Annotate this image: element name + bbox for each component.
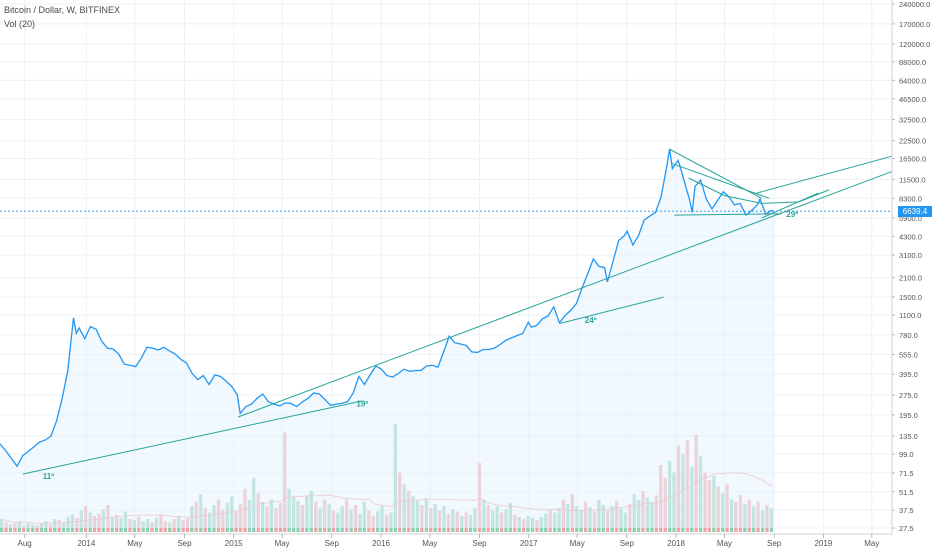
y-tick-label: 46500.0 — [899, 95, 926, 104]
price-axis[interactable]: 240000.0 170000.0 120000.0 88000.0 64000.0 46… — [892, 0, 930, 533]
trendline — [237, 171, 893, 418]
trendlines — [22, 148, 893, 475]
y-tick-label: 99.0 — [899, 450, 914, 459]
x-tick-label: Sep — [177, 539, 192, 548]
y-tick-label: 120000.0 — [899, 40, 930, 49]
time-axis[interactable]: Aug 2014 May Sep 2015 May Sep 2016 May Sep 2017 May… — [18, 534, 880, 548]
y-tick-label: 88000.0 — [899, 58, 926, 67]
price-area-fill — [0, 149, 775, 528]
volume-bar — [35, 525, 39, 532]
x-tick-label: 2015 — [225, 539, 243, 548]
x-tick-label: Aug — [18, 539, 32, 548]
y-tick-label: 2100.0 — [899, 274, 922, 283]
last-price-tag: 6639.4 — [898, 205, 932, 217]
angle-label: 19º — [356, 400, 368, 409]
y-tick-label: 1500.0 — [899, 293, 922, 302]
y-tick-label: 170000.0 — [899, 20, 930, 29]
x-tick-label: Sep — [472, 539, 487, 548]
y-tick-label: 4300.0 — [899, 232, 922, 241]
y-tick-label: 3100.0 — [899, 251, 922, 260]
x-tick-label: Sep — [620, 539, 635, 548]
volume-bar — [22, 525, 26, 532]
x-tick-label: 2019 — [814, 539, 832, 548]
x-tick-label: 2014 — [77, 539, 95, 548]
x-tick-label: 2017 — [520, 539, 538, 548]
x-tick-label: May — [570, 539, 585, 548]
x-tick-label: 2018 — [667, 539, 685, 548]
y-tick-label: 780.0 — [899, 331, 918, 340]
angle-label: 29º — [786, 210, 798, 219]
y-tick-label: 16500.0 — [899, 155, 926, 164]
x-tick-label: May — [127, 539, 142, 548]
y-tick-label: 27.5 — [899, 524, 914, 533]
x-tick-label: May — [275, 539, 290, 548]
chart-legend: Bitcoin / Dollar, W, BITFINEX Vol (20) — [4, 3, 120, 31]
angle-annotations: 11º 19º 24º 29º — [43, 210, 798, 481]
y-tick-label: 64000.0 — [899, 76, 926, 85]
y-tick-label: 22500.0 — [899, 137, 926, 146]
volume-bar — [31, 524, 35, 532]
trend-arc — [688, 177, 830, 204]
trendline — [674, 213, 782, 216]
x-tick-label: Sep — [325, 539, 340, 548]
y-tick-label: 32500.0 — [899, 115, 926, 124]
x-tick-label: May — [864, 539, 879, 548]
angle-label: 24º — [585, 316, 597, 325]
volume-bar — [48, 524, 52, 532]
y-tick-label: 275.0 — [899, 391, 918, 400]
trendline — [22, 400, 363, 475]
y-tick-label: 71.5 — [899, 469, 914, 478]
y-tick-label: 8300.0 — [899, 194, 922, 203]
y-tick-label: 240000.0 — [899, 0, 930, 9]
price-line[interactable] — [0, 148, 775, 468]
trendline — [761, 192, 819, 219]
y-tick-label: 51.5 — [899, 488, 914, 497]
y-tick-label: 1100.0 — [899, 311, 921, 320]
x-tick-label: 2016 — [372, 539, 390, 548]
y-tick-label: 11500.0 — [899, 175, 926, 184]
x-tick-label: Sep — [767, 539, 782, 548]
volume-indicator-label[interactable]: Vol (20) — [4, 19, 36, 29]
trendline — [671, 162, 770, 199]
angle-label: 11º — [43, 472, 54, 481]
volume-bar — [8, 524, 13, 532]
symbol-title[interactable]: Bitcoin / Dollar, W, BITFINEX — [4, 5, 121, 15]
y-tick-label: 395.0 — [899, 370, 918, 379]
x-tick-label: May — [422, 539, 437, 548]
y-tick-label: 135.0 — [899, 432, 918, 441]
y-tick-label: 5900.0 — [899, 214, 922, 223]
y-tick-label: 555.0 — [899, 350, 918, 359]
trendline — [560, 296, 664, 324]
y-tick-label: 195.0 — [899, 411, 918, 420]
y-tick-label: 37.5 — [899, 506, 914, 515]
trendline — [754, 155, 893, 195]
x-tick-label: May — [717, 539, 732, 548]
